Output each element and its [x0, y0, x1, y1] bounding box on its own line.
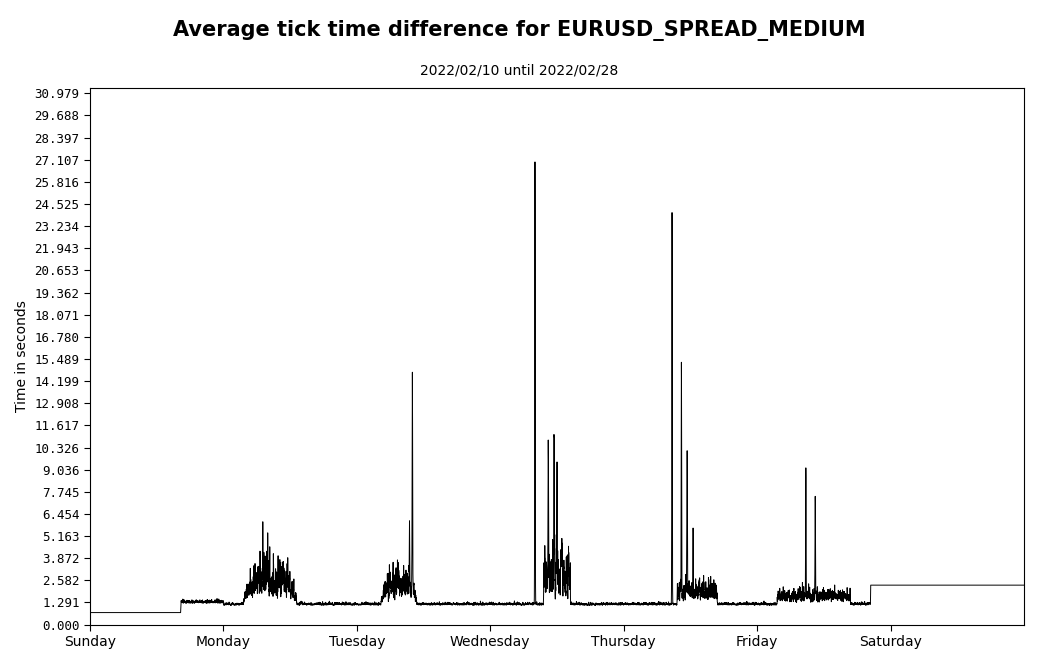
Text: 2022/02/10 until 2022/02/28: 2022/02/10 until 2022/02/28	[421, 63, 618, 77]
Text: Average tick time difference for EURUSD_SPREAD_MEDIUM: Average tick time difference for EURUSD_…	[174, 20, 865, 41]
Y-axis label: Time in seconds: Time in seconds	[15, 300, 29, 412]
